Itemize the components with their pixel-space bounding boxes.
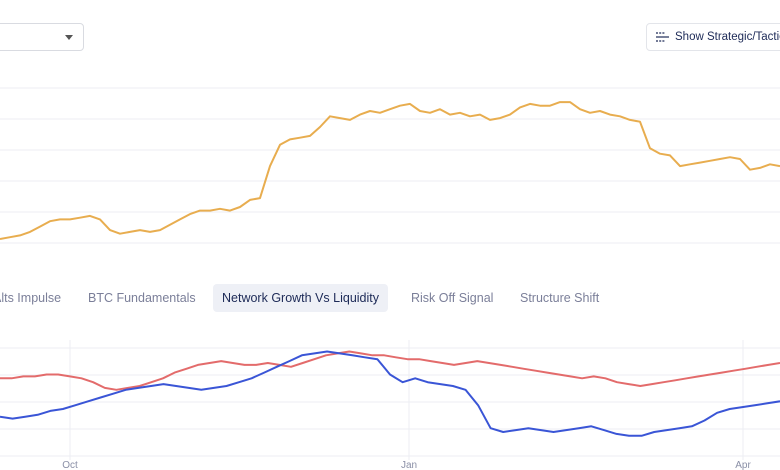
toggle-button-label: Show Strategic/Tactical bbox=[675, 31, 780, 43]
tab-structure-shift[interactable]: Structure Shift bbox=[520, 291, 600, 305]
tab-network-growth-vs-liquidity[interactable]: Network Growth Vs Liquidity bbox=[213, 284, 389, 312]
metric-dropdown[interactable] bbox=[0, 23, 84, 51]
price-series-line bbox=[0, 101, 780, 240]
tab-alts-impulse[interactable]: Alts Impulse bbox=[0, 291, 62, 305]
tab-btc-fundamentals[interactable]: BTC Fundamentals bbox=[88, 291, 196, 305]
chevron-down-icon bbox=[65, 35, 73, 40]
tab-risk-off-signal[interactable]: Risk Off Signal bbox=[411, 291, 494, 305]
lines-icon bbox=[656, 32, 669, 42]
price-chart-grid bbox=[0, 87, 780, 244]
show-strategic-tactical-button[interactable]: Show Strategic/Tactical bbox=[646, 23, 780, 51]
